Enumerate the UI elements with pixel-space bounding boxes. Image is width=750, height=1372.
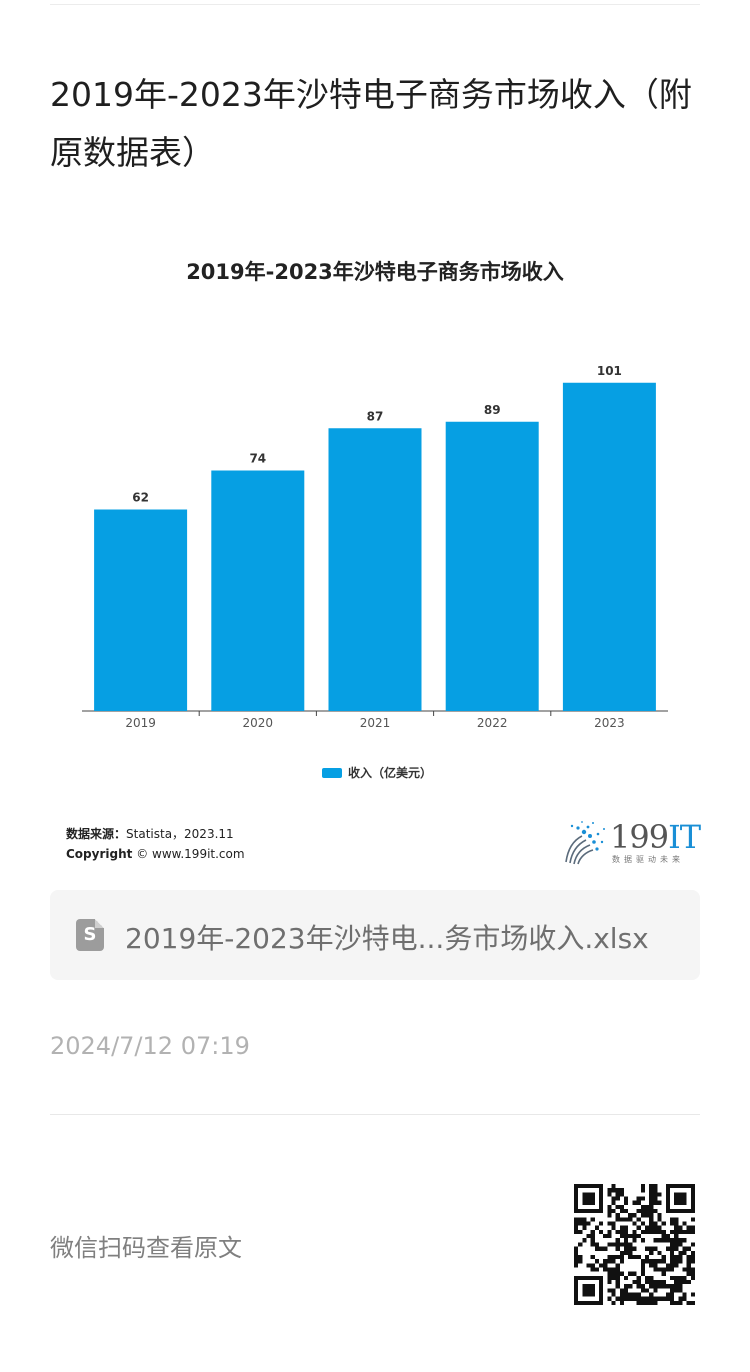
data-source: 数据来源：Statista，2023.11 xyxy=(66,824,245,844)
data-label-2023: 101 xyxy=(597,364,622,378)
qr-code-icon[interactable] xyxy=(574,1184,695,1305)
bottom-divider xyxy=(50,1114,700,1115)
legend-swatch xyxy=(322,767,342,778)
brand-tagline: 数据驱动未来 xyxy=(612,855,684,864)
bar-chart: 62 2019 74 2020 87 2021 89 2022 101 2023 xyxy=(82,364,668,730)
page-title: 2019年-2023年沙特电子商务市场收入（附原数据表） xyxy=(50,75,692,172)
attachment-file-name[interactable]: 2019年-2023年沙特电...务市场收入.xlsx xyxy=(125,922,649,955)
source-block: 数据来源：Statista，2023.11 Copyright © www.19… xyxy=(66,824,245,864)
top-divider xyxy=(50,4,700,5)
bar-2019 xyxy=(94,509,188,711)
x-tick-label-2022: 2022 xyxy=(477,716,508,730)
brand-name: 199IT xyxy=(610,818,701,856)
data-label-2019: 62 xyxy=(132,491,149,505)
x-tick-label-2019: 2019 xyxy=(125,716,156,730)
copyright: Copyright © www.199it.com xyxy=(66,844,245,864)
chart-legend: 收入（亿美元） xyxy=(322,764,432,781)
x-tick-label-2023: 2023 xyxy=(594,716,625,730)
copyright-value: © www.199it.com xyxy=(136,847,245,861)
x-tick-label-2020: 2020 xyxy=(243,716,274,730)
chart-title: 2019年-2023年沙特电子商务市场收入 xyxy=(186,260,564,284)
data-source-value: Statista，2023.11 xyxy=(126,827,234,841)
spreadsheet-file-icon: S xyxy=(76,919,104,951)
bar-2020 xyxy=(211,470,305,711)
brand-logo: 199IT 数据驱动未来 xyxy=(560,818,701,868)
x-tick-label-2021: 2021 xyxy=(360,716,391,730)
data-source-label: 数据来源： xyxy=(66,827,127,841)
bar-2022 xyxy=(445,421,539,711)
data-label-2022: 89 xyxy=(484,403,501,417)
chart-figure: 2019年-2023年沙特电子商务市场收入 62 2019 74 2020 87 2021… xyxy=(50,230,701,880)
data-label-2021: 87 xyxy=(367,409,384,423)
publish-timestamp: 2024/7/12 07:19 xyxy=(50,1032,250,1060)
bar-2023 xyxy=(562,382,656,711)
attachment-card[interactable]: S 2019年-2023年沙特电...务市场收入.xlsx xyxy=(50,890,700,980)
legend-label: 收入（亿美元） xyxy=(348,766,433,780)
copyright-label: Copyright xyxy=(66,847,133,861)
brand-burst-icon xyxy=(565,821,605,865)
bar-2021 xyxy=(328,428,422,711)
scan-prompt: 微信扫码查看原文 xyxy=(50,1234,242,1262)
data-label-2020: 74 xyxy=(249,452,266,466)
